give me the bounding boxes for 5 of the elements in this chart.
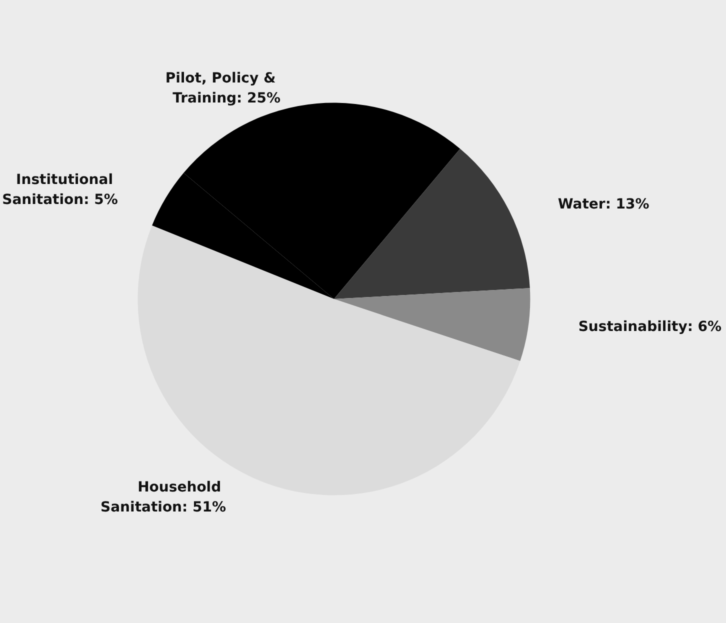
slice-label: Pilot, Policy & Training: 25% <box>165 70 281 107</box>
slice-label: Water: 13% <box>558 196 650 212</box>
slice-label: Household Sanitation: 51% <box>100 479 226 516</box>
slice-label: Sustainability: 6% <box>578 318 722 335</box>
slice-label: Institutional Sanitation: 5% <box>2 172 118 208</box>
